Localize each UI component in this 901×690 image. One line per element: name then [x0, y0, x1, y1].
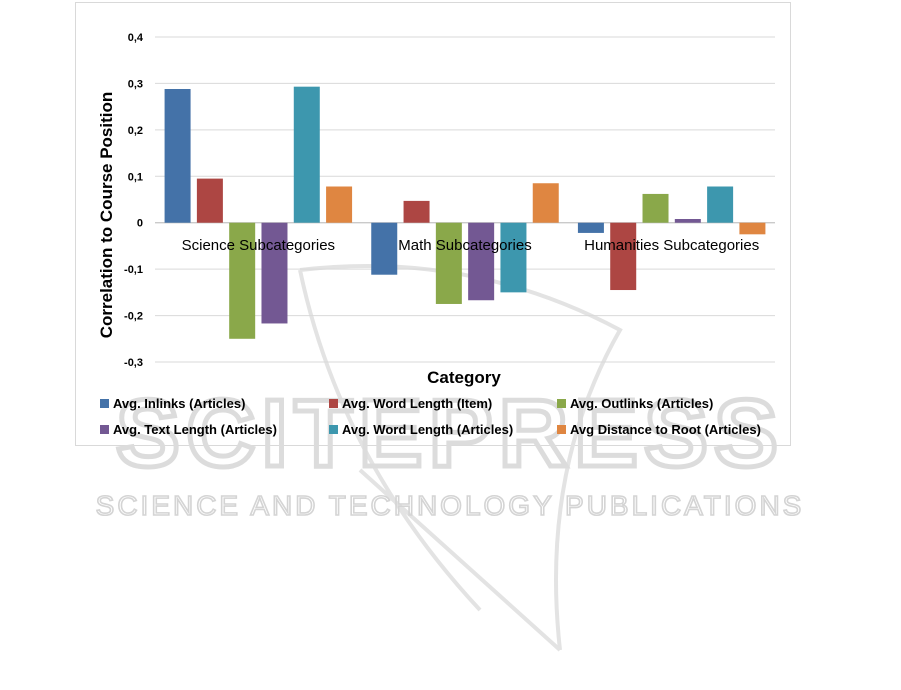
y-tick-label: -0,1	[124, 264, 143, 276]
legend-swatch	[557, 399, 566, 408]
legend-swatch	[329, 399, 338, 408]
bar	[196, 178, 223, 223]
bar	[435, 222, 462, 304]
bar	[468, 222, 495, 301]
legend-swatch	[100, 399, 109, 408]
legend-label: Avg. Word Length (Item)	[342, 396, 492, 411]
y-tick-label: -0,2	[124, 311, 143, 323]
bar	[532, 183, 559, 223]
y-tick-label: 0,3	[128, 78, 143, 90]
y-tick-label: 0,4	[128, 32, 144, 44]
watermark-brand: SCITEPRESS	[116, 380, 784, 487]
y-tick-label: 0,1	[128, 171, 143, 183]
bar	[500, 222, 527, 293]
category-label: Math Subcategories	[398, 237, 531, 254]
legend-swatch	[557, 425, 566, 434]
legend-swatch	[100, 425, 109, 434]
chart-frame	[75, 2, 791, 446]
bar	[610, 222, 637, 291]
legend-label: Avg Distance to Root (Articles)	[570, 422, 761, 437]
bar	[577, 222, 604, 233]
bar	[326, 186, 353, 223]
y-axis-ticks: 0,4 0,3 0,2 0,1 0 -0,1 -0,2 -0,3	[124, 32, 144, 369]
category-label: Humanities Subcategories	[584, 237, 759, 254]
watermark: SCITEPRESS SCIENCE AND TECHNOLOGY PUBLIC…	[95, 264, 805, 652]
watermark-emblem	[298, 264, 623, 652]
y-tick-label: 0,2	[128, 125, 143, 137]
y-tick-label: 0	[137, 218, 143, 230]
category-labels: Science Subcategories Math Subcategories H…	[182, 237, 760, 254]
legend-label: Avg. Word Length (Articles)	[342, 422, 513, 437]
category-label: Science Subcategories	[182, 237, 335, 254]
legend-label: Avg. Outlinks (Articles)	[570, 396, 713, 411]
watermark-tagline: SCIENCE AND TECHNOLOGY PUBLICATIONS	[96, 490, 805, 521]
bar	[371, 222, 398, 275]
bar	[642, 193, 669, 223]
bar	[707, 186, 734, 223]
bar	[293, 86, 320, 223]
bars	[164, 86, 766, 339]
legend: Avg. Inlinks (Articles) Avg. Word Length …	[100, 396, 761, 437]
x-axis-title: Category	[427, 368, 501, 387]
y-tick-label: -0,3	[124, 357, 143, 369]
grid	[155, 36, 775, 363]
bar	[164, 89, 191, 223]
legend-label: Avg. Text Length (Articles)	[113, 422, 277, 437]
bar	[261, 222, 288, 324]
y-axis-title: Correlation to Course Position	[97, 92, 116, 339]
bar	[674, 219, 701, 223]
bar	[739, 222, 766, 235]
legend-swatch	[329, 425, 338, 434]
bar	[229, 222, 256, 339]
legend-label: Avg. Inlinks (Articles)	[113, 396, 245, 411]
bar	[403, 200, 430, 223]
